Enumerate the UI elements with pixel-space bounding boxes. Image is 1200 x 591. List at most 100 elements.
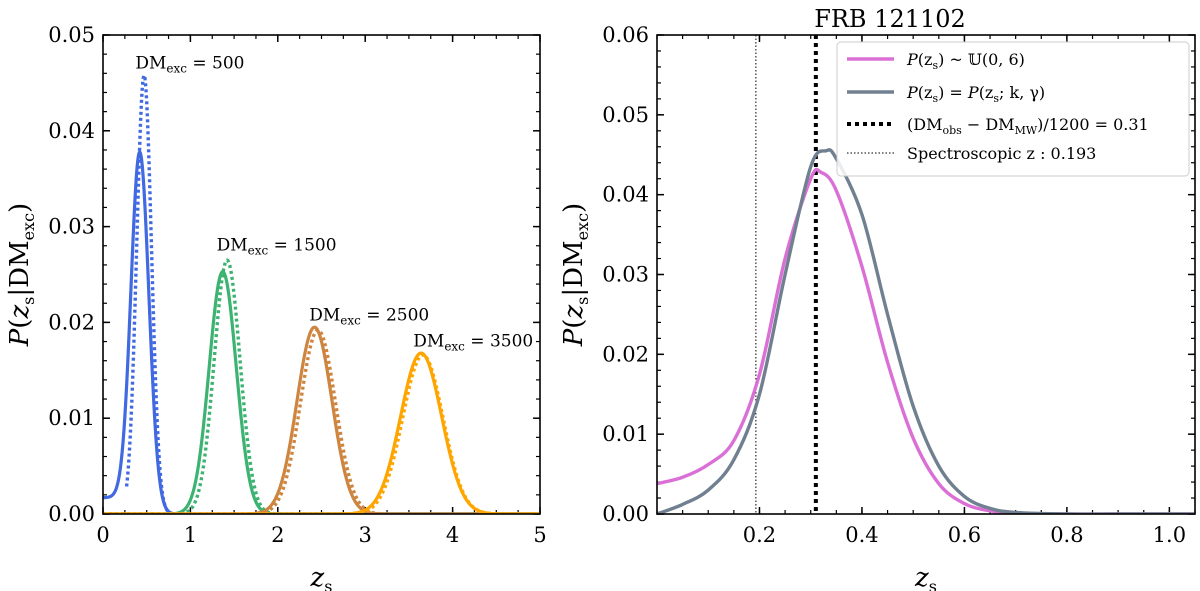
annot-sub: exc — [166, 62, 187, 76]
y-tick-label: 0.01 — [48, 406, 95, 430]
label-part: ; k, γ) — [999, 83, 1045, 102]
y-label-paren: ( — [559, 319, 589, 329]
y-label-zsub: s — [573, 297, 592, 305]
x-tick-label: 0.6 — [948, 523, 981, 547]
label-part: s — [932, 92, 938, 105]
annot-rest: = 500 — [187, 54, 245, 74]
legend-frame — [836, 41, 1190, 177]
annot-main: DM — [413, 331, 444, 351]
x-label-main: z — [914, 563, 929, 591]
x-label-sub: s — [929, 577, 937, 591]
x-tick-label: 0 — [96, 523, 109, 547]
series-line-1 — [124, 73, 183, 514]
legend-label-dm: (DMobs − DMMW)/1200 = 0.31 — [907, 115, 1149, 137]
y-label-dm: |DM — [5, 240, 35, 296]
annotation-dm-exc: DMexc = 3500 — [413, 331, 533, 353]
series-line-4 — [103, 325, 540, 514]
x-tick-label: 2 — [271, 523, 284, 547]
annot-main: DM — [309, 305, 340, 325]
right-panel: 0.00 0.01 0.02 0.03 0.04 0.05 0.06 0.2 0.4 0.6 0.8… — [559, 5, 1196, 591]
axes-frame — [656, 34, 1196, 515]
label-part: (z — [979, 83, 994, 102]
y-tick-label: 0.04 — [602, 183, 649, 207]
y-label-zsub: s — [19, 297, 38, 305]
y-label-paren: ( — [5, 319, 35, 329]
y-tick-label: 0.02 — [48, 310, 95, 334]
y-label-close: ) — [559, 203, 589, 213]
x-tick-label: 0.4 — [845, 523, 878, 547]
x-tick-label: 5 — [533, 523, 546, 547]
y-axis-label: P(zs|DMexc) — [5, 203, 38, 347]
label-part: ) = — [938, 83, 968, 102]
annot-rest: = 3500 — [465, 331, 533, 351]
y-axis-label: P(zs|DMexc) — [559, 203, 592, 347]
axes-frame — [102, 34, 541, 515]
annotation-dm-exc: DMexc = 500 — [135, 54, 244, 76]
y-tick-label: 0.05 — [48, 23, 95, 47]
annot-sub: exc — [444, 339, 465, 353]
series-line-3 — [103, 258, 540, 514]
x-label-main: z — [310, 563, 325, 591]
label-part: s — [993, 92, 999, 105]
y-label-z: z — [5, 305, 35, 320]
label-part: (z — [918, 50, 933, 69]
y-label-dm: |DM — [559, 240, 589, 296]
series-line-6 — [103, 351, 540, 514]
label-part: (z — [918, 83, 933, 102]
series-line-5 — [103, 328, 540, 514]
y-tick-label: 0.00 — [48, 502, 95, 526]
annot-main: DM — [135, 54, 166, 74]
y-label-dmsub: exc — [19, 213, 38, 240]
label-part: P — [967, 83, 979, 102]
series-line-7 — [103, 353, 540, 514]
y-tick-label: 0.05 — [602, 103, 649, 127]
y-tick-label: 0.02 — [602, 342, 649, 366]
y-tick-label: 0.06 — [602, 23, 649, 47]
y-label-dmsub: exc — [573, 213, 592, 240]
label-part: obs — [942, 124, 962, 137]
label-part: (DM — [907, 115, 942, 134]
label-part: ) ~ 𝕌(0, 6) — [938, 50, 1025, 69]
x-tick-label: 0.2 — [743, 523, 776, 547]
x-tick-label: 0.8 — [1050, 523, 1083, 547]
x-axis-label: zs — [914, 563, 937, 591]
series-group — [103, 73, 540, 514]
legend-label-uniform: P(zs) ~ 𝕌(0, 6) — [906, 50, 1025, 72]
annot-sub: exc — [248, 244, 269, 258]
annot-rest: = 2500 — [361, 305, 429, 325]
chart-title: FRB 121102 — [814, 5, 966, 33]
x-tick-label: 4 — [446, 523, 459, 547]
series-line-1 — [657, 148, 1195, 514]
y-label-close: ) — [5, 203, 35, 213]
label-part: − DM — [962, 115, 1015, 134]
x-axis-label: zs — [310, 563, 333, 591]
y-label-P: P — [559, 328, 589, 347]
legend: P(zs) ~ 𝕌(0, 6)P(zs) = P(zs; k, γ)(DMobs… — [836, 41, 1190, 177]
series-group — [657, 35, 1195, 514]
left-panel: 0.000.010.020.030.040.050 1 2 3 4 5zsP(zs|DMe… — [5, 23, 547, 591]
x-tick-label: 3 — [359, 523, 372, 547]
label-part: s — [932, 59, 938, 72]
legend-label-spec: Spectroscopic z : 0.193 — [907, 144, 1096, 163]
x-label-sub: s — [324, 577, 332, 591]
annotation-dm-exc: DMexc = 1500 — [217, 236, 337, 258]
annot-rest: = 1500 — [268, 236, 336, 256]
y-tick-label: 0.01 — [602, 422, 649, 446]
y-label-z: z — [559, 305, 589, 320]
x-tick-label: 1 — [184, 523, 197, 547]
label-part: MW — [1015, 124, 1038, 137]
legend-label-kgamma: P(zs) = P(zs; k, γ) — [906, 83, 1045, 105]
y-tick-label: 0.03 — [602, 263, 649, 287]
label-part: P — [906, 50, 918, 69]
y-tick-label: 0.04 — [48, 119, 95, 143]
label-part: )/1200 = 0.31 — [1037, 115, 1149, 134]
y-tick-label: 0.03 — [48, 215, 95, 239]
y-label-P: P — [5, 328, 35, 347]
annot-sub: exc — [340, 313, 361, 327]
y-tick-label: 0.00 — [602, 502, 649, 526]
annot-main: DM — [217, 236, 248, 256]
label-part: P — [906, 83, 918, 102]
series-line-0 — [657, 167, 1195, 514]
annotation-dm-exc: DMexc = 2500 — [309, 305, 429, 327]
